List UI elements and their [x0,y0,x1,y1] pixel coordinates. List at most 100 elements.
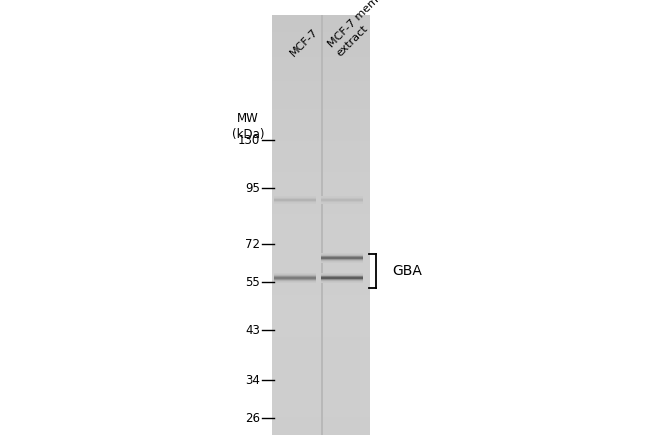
Bar [272,312,370,316]
Bar [272,326,370,330]
Bar [272,137,370,142]
Bar [272,172,370,176]
Bar [272,151,370,155]
Bar [272,246,370,250]
Text: 130: 130 [238,133,260,147]
Bar [272,67,370,71]
Bar [272,249,370,253]
Bar [272,29,370,33]
Bar [272,344,370,348]
Bar [272,362,370,366]
Bar [272,95,370,99]
Bar [272,271,370,275]
Bar [272,74,370,78]
Bar [272,319,370,323]
Bar [272,26,370,29]
Bar [272,330,370,334]
Bar [272,208,370,212]
Bar [272,418,370,422]
Bar [272,253,370,257]
Bar [272,18,370,22]
Bar [272,204,370,208]
Bar [272,221,370,225]
Bar [272,194,370,198]
Bar [272,85,370,89]
Bar [272,382,370,386]
Bar [272,264,370,268]
Bar [272,348,370,352]
Bar [272,211,370,215]
Bar [272,148,370,152]
Bar [272,403,370,407]
Bar [272,358,370,362]
Bar [272,351,370,355]
Bar [272,323,370,327]
Bar [272,298,370,302]
Bar [272,337,370,341]
Text: MW
(kDa): MW (kDa) [232,112,265,141]
Bar [272,15,370,19]
Bar [272,131,370,135]
Bar [272,341,370,345]
Bar [272,225,370,229]
Bar [272,386,370,390]
Bar [272,169,370,173]
Bar [272,285,370,289]
Bar [272,218,370,222]
Bar [272,92,370,96]
Bar [272,113,370,117]
Bar [272,295,370,299]
Bar [272,368,370,373]
Bar [272,60,370,65]
Bar [272,396,370,400]
Text: 43: 43 [245,323,260,337]
Text: GBA: GBA [392,264,422,278]
Bar [272,187,370,191]
Bar [272,158,370,162]
Bar [272,155,370,159]
Bar [272,36,370,40]
Bar [272,78,370,82]
Bar [272,309,370,313]
Bar [272,425,370,429]
Bar [272,183,370,187]
Bar [272,64,370,68]
Bar [272,54,370,58]
Bar [272,355,370,359]
Bar [272,281,370,285]
Bar [272,81,370,85]
Bar [272,414,370,418]
Bar [272,165,370,169]
Bar [272,22,370,26]
Bar [272,239,370,243]
Bar [272,260,370,264]
Bar [272,33,370,37]
Bar [272,375,370,379]
Bar [272,232,370,236]
Text: 34: 34 [245,374,260,386]
Bar [272,201,370,205]
Bar [272,432,370,436]
Bar [272,99,370,103]
Bar [272,117,370,121]
Text: 55: 55 [245,275,260,289]
Text: 26: 26 [245,411,260,425]
Bar [272,127,370,131]
Bar [272,428,370,432]
Bar [272,257,370,260]
Bar [272,421,370,425]
Bar [272,302,370,306]
Bar [272,372,370,376]
Bar [272,228,370,232]
Bar [272,106,370,110]
Bar [272,141,370,145]
Bar [272,288,370,292]
Text: MCF-7 membrane
extract: MCF-7 membrane extract [327,0,412,58]
Bar [272,50,370,54]
Bar [272,365,370,369]
Bar [272,190,370,194]
Bar [272,407,370,411]
Bar [272,274,370,278]
Bar [272,334,370,337]
Bar [272,267,370,271]
